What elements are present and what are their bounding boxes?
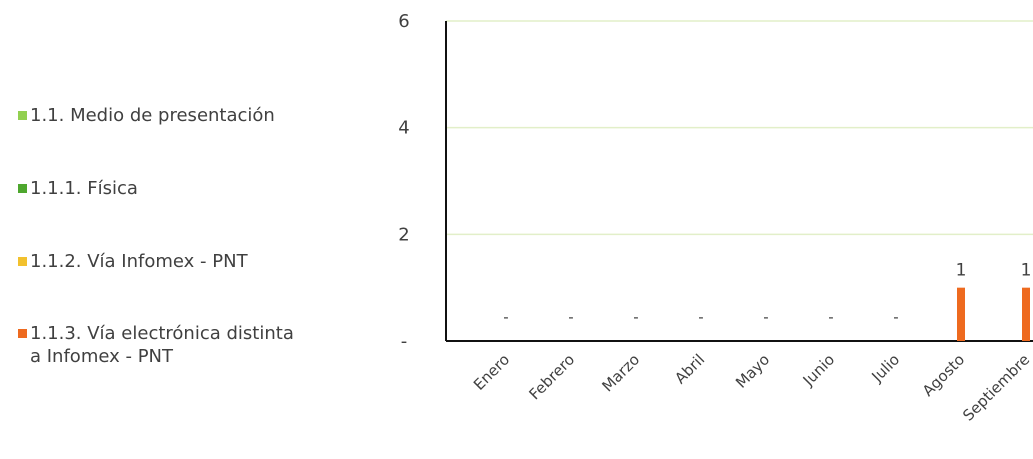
legend-label: 1.1.1. Física [30, 178, 138, 199]
legend-item-via-electronica: 1.1.3. Vía electrónica distinta a Infome… [18, 322, 294, 368]
x-tick-label: Mayo [732, 351, 773, 392]
data-label: - [763, 308, 768, 326]
legend-label: 1.1.3. Vía electrónica distinta a Infome… [30, 323, 294, 367]
data-label: - [503, 308, 508, 326]
legend-swatch [18, 111, 27, 120]
x-tick-label: Junio [799, 351, 838, 390]
x-tick-label: Enero [470, 351, 513, 394]
x-tick-label: Abril [671, 351, 708, 388]
data-label: - [568, 308, 573, 326]
bar [957, 287, 965, 341]
x-tick-label: Marzo [598, 351, 643, 396]
chart-legend: 1.1. Medio de presentación 1.1.1. Física… [18, 0, 318, 459]
data-label: - [633, 308, 638, 326]
legend-item-medio-presentacion: 1.1. Medio de presentación [18, 104, 275, 127]
data-label: - [828, 308, 833, 326]
x-tick-label: Septiembre [959, 351, 1033, 425]
x-tick-label: Agosto [919, 351, 968, 400]
legend-swatch [18, 184, 27, 193]
legend-swatch [18, 329, 27, 338]
legend-label: 1.1.2. Vía Infomex - PNT [30, 251, 248, 272]
y-tick-label: 2 [398, 224, 409, 245]
y-tick-label: - [401, 331, 408, 352]
y-tick-label: 6 [398, 11, 409, 32]
data-label: 1 [956, 261, 967, 281]
y-tick-label: 4 [398, 118, 409, 139]
data-label: - [893, 308, 898, 326]
data-label: 1 [1021, 261, 1032, 281]
bar [1022, 287, 1030, 341]
data-label: - [698, 308, 703, 326]
legend-swatch [18, 257, 27, 266]
legend-label: 1.1. Medio de presentación [30, 105, 275, 126]
legend-item-via-infomex: 1.1.2. Vía Infomex - PNT [18, 250, 248, 273]
x-tick-label: Julio [868, 351, 904, 387]
x-tick-label: Febrero [525, 351, 578, 404]
legend-item-fisica: 1.1.1. Física [18, 177, 138, 200]
